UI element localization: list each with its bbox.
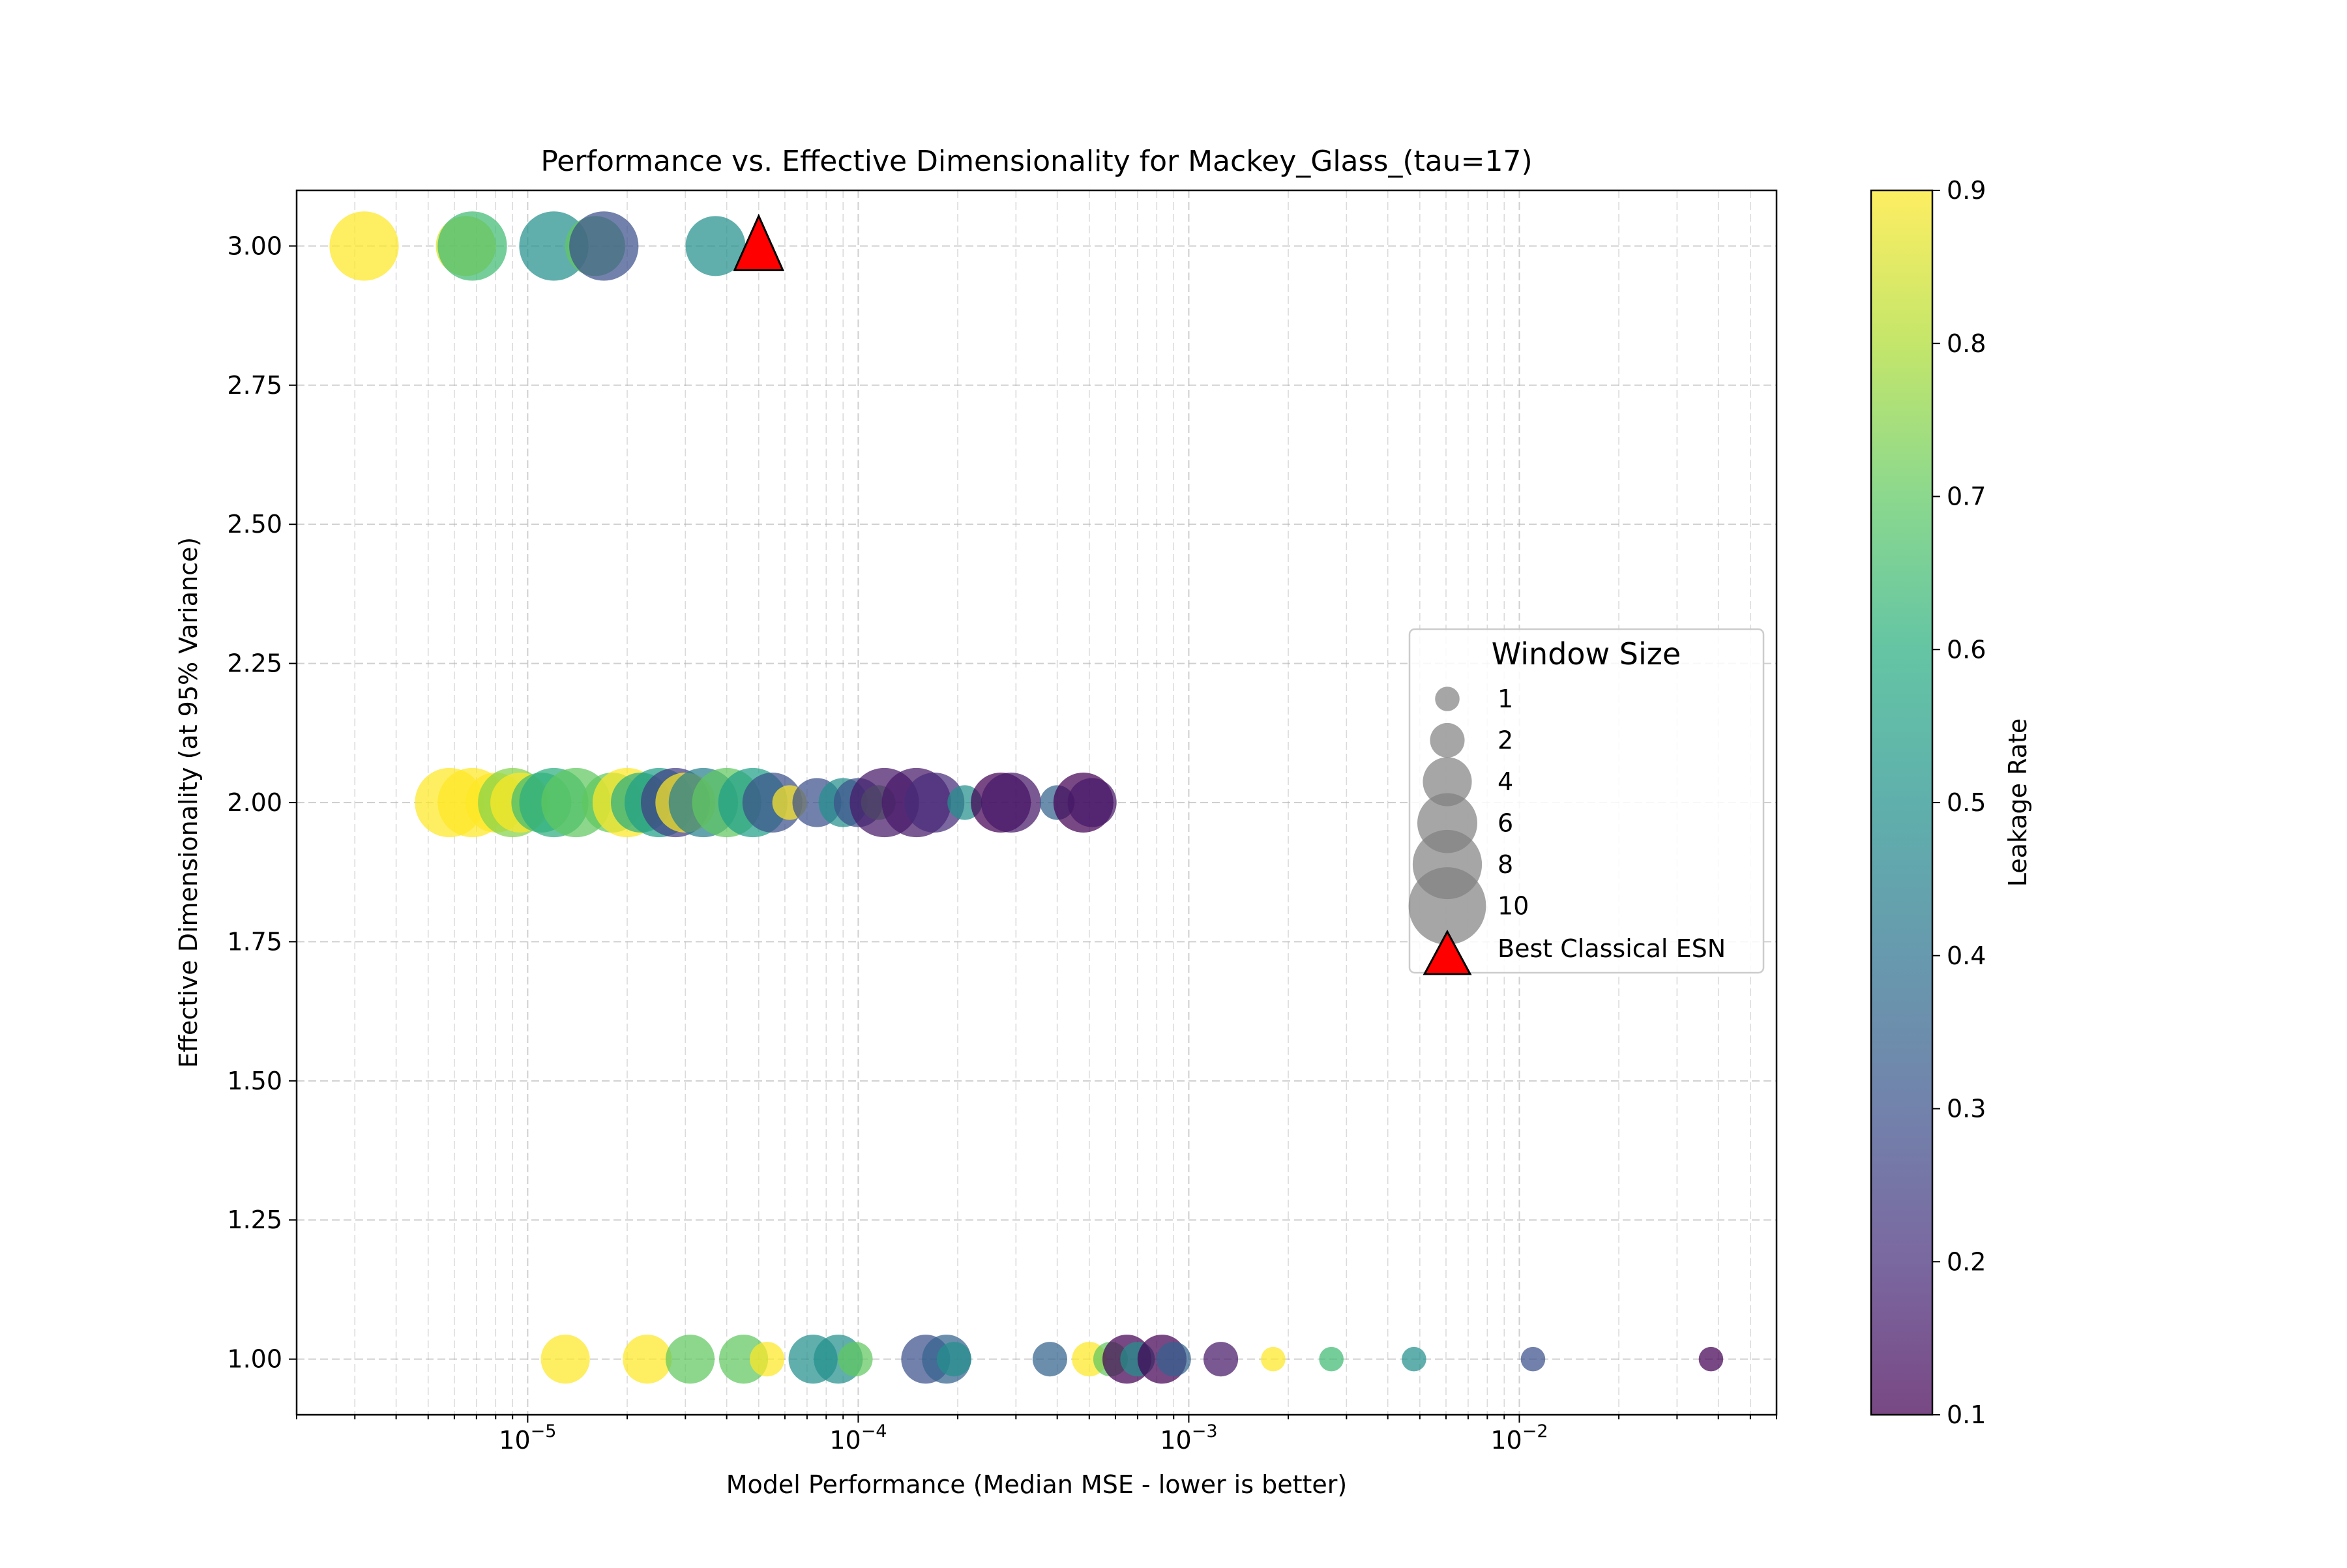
legend-size-marker	[1408, 867, 1486, 945]
legend-title: Window Size	[1492, 636, 1681, 672]
y-tick-label: 1.25	[227, 1206, 282, 1234]
data-point	[437, 211, 507, 281]
legend-box	[1408, 628, 1765, 974]
x-axis-label: Model Performance (Median MSE - lower is…	[726, 1470, 1348, 1499]
y-tick-label: 3.00	[227, 231, 282, 260]
y-axis-label: Effective Dimensionality (at 95% Varianc…	[174, 537, 203, 1068]
data-point	[936, 1342, 972, 1377]
best-classical-esn-group	[733, 213, 785, 271]
legend-size-label: 1	[1498, 685, 1513, 713]
legend-size-label: 8	[1498, 850, 1513, 879]
colorbar-tick-label: 0.7	[1947, 482, 1986, 511]
data-point	[540, 1335, 590, 1384]
colorbar-tick-label: 0.6	[1947, 635, 1986, 664]
data-point	[1520, 1346, 1546, 1372]
x-tick-label: 10−3	[1160, 1421, 1217, 1455]
legend-size-label: 4	[1498, 767, 1513, 796]
colorbar-tick-label: 0.5	[1947, 788, 1986, 817]
y-axis: 1.00 1.25 1.50 1.75 2.00 2.25 2.50 2.75 3.00	[227, 231, 297, 1374]
legend-triangle-icon	[1423, 929, 1472, 975]
colorbar-gradient	[1871, 190, 1932, 1415]
legend-size-label: 10	[1498, 892, 1529, 921]
colorbar: 0.1 0.2 0.3 0.4 0.5 0.6 0.7 0.8 0.9 Leakage Rate	[1870, 176, 2032, 1429]
data-point	[569, 211, 639, 281]
y-tick-label: 2.25	[227, 649, 282, 678]
best-classical-esn-marker	[733, 213, 785, 271]
colorbar-tick-label: 0.8	[1947, 329, 1986, 358]
legend-size-label: 2	[1498, 726, 1513, 755]
data-point	[750, 1342, 785, 1377]
data-point	[904, 772, 965, 833]
data-point	[329, 211, 399, 281]
legend-size-marker	[1423, 757, 1472, 806]
y-tick-label: 2.75	[227, 371, 282, 400]
x-tick-label: 10−4	[829, 1421, 887, 1455]
x-tick-label: 10−2	[1490, 1421, 1548, 1455]
data-point	[1067, 778, 1117, 827]
data-point	[1203, 1342, 1239, 1377]
chart-title: Performance vs. Effective Dimensionality…	[540, 145, 1532, 178]
legend-items: 1 2 4 6 8 10	[1408, 685, 1529, 945]
colorbar-tick-label: 0.9	[1947, 176, 1986, 205]
legend-size-label: 6	[1498, 809, 1513, 838]
y-tick-label: 1.75	[227, 927, 282, 956]
data-point	[1319, 1346, 1344, 1372]
legend: Window Size 1 2 4 6 8 10 Best Classical ESN	[1408, 628, 1765, 975]
data-point	[665, 1335, 715, 1384]
data-point	[1698, 1346, 1724, 1372]
y-tick-label: 1.50	[227, 1067, 282, 1095]
data-point	[1156, 1342, 1191, 1377]
x-tick-label: 10−5	[499, 1421, 556, 1455]
data-point	[623, 1335, 672, 1384]
legend-size-marker	[1430, 722, 1465, 758]
data-point	[1032, 1342, 1067, 1377]
data-point	[981, 772, 1041, 833]
colorbar-label: Leakage Rate	[2003, 718, 2032, 887]
y-tick-label: 1.00	[227, 1345, 282, 1374]
y-tick-label: 2.00	[227, 788, 282, 817]
legend-best-esn-label: Best Classical ESN	[1498, 934, 1726, 963]
colorbar-tick-label: 0.1	[1947, 1400, 1986, 1429]
colorbar-tick-label: 0.3	[1947, 1095, 1986, 1123]
y-tick-label: 2.50	[227, 510, 282, 539]
colorbar-tick-label: 0.4	[1947, 941, 1986, 970]
data-point	[1261, 1346, 1286, 1372]
data-points	[329, 211, 1724, 1384]
data-point	[685, 216, 746, 276]
data-point	[1402, 1346, 1426, 1372]
legend-size-marker	[1435, 687, 1460, 711]
data-point	[838, 1342, 873, 1377]
x-axis: 10−5 10−4 10−3 10−2	[296, 1415, 1777, 1455]
colorbar-tick-label: 0.2	[1947, 1247, 1986, 1276]
colorbar-ticks: 0.1 0.2 0.3 0.4 0.5 0.6 0.7 0.8 0.9	[1932, 176, 1986, 1429]
